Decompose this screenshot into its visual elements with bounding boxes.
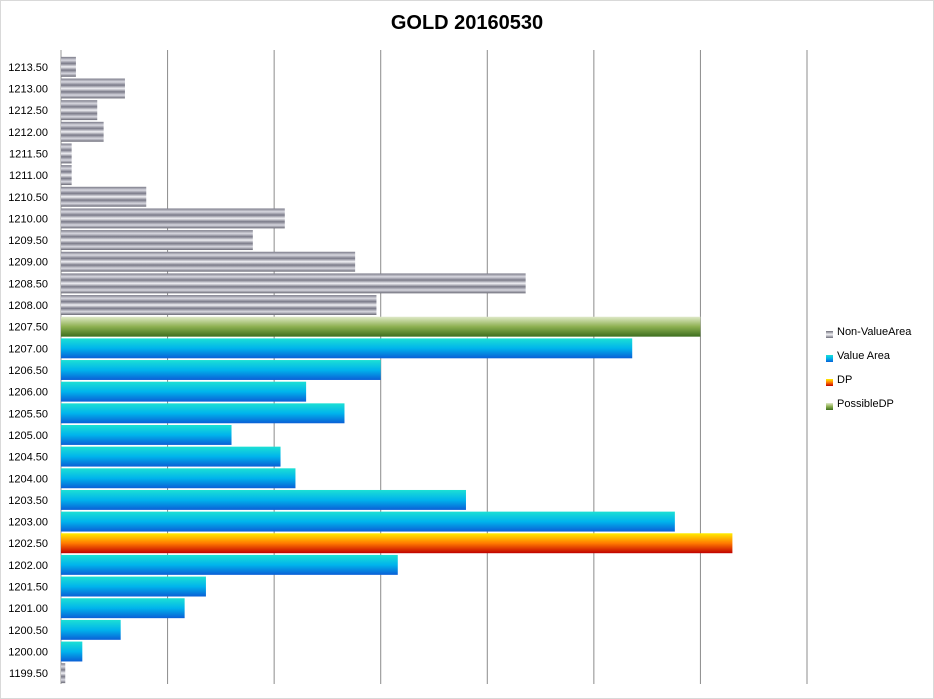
y-tick-label: 1199.50: [9, 668, 48, 680]
y-tick-label: 1205.00: [8, 430, 48, 442]
y-tick-label: 1213.00: [8, 83, 48, 95]
legend-label: PossibleDP: [837, 398, 894, 410]
bar-non-valuearea-1212-50: [61, 100, 98, 121]
y-tick-label: 1202.00: [8, 560, 48, 572]
y-tick-label: 1206.00: [8, 387, 48, 399]
y-tick-label: 1200.50: [8, 625, 48, 637]
y-tick-label: 1207.00: [8, 343, 48, 355]
y-tick-label: 1210.00: [8, 213, 48, 225]
bar-non-valuearea-1213-00: [61, 78, 125, 99]
bar-non-valuearea-1199-50: [61, 663, 66, 684]
bar-value-area-1203-00: [61, 511, 675, 532]
bar-dp-1202-50: [61, 533, 733, 554]
bar-value-area-1205-50: [61, 403, 345, 424]
bar-value-area-1203-50: [61, 489, 466, 510]
legend-swatch-non-value-area: [826, 331, 833, 338]
bar-value-area-1206-00: [61, 381, 307, 402]
y-tick-label: 1211.50: [9, 148, 48, 160]
y-tick-label: 1209.50: [8, 235, 48, 247]
legend-label: Value Area: [837, 350, 891, 362]
legend-label: DP: [837, 374, 853, 386]
y-tick-label: 1201.00: [8, 603, 48, 615]
y-tick-label: 1205.50: [8, 408, 48, 420]
y-tick-label: 1212.50: [8, 105, 48, 117]
bar-value-area-1207-00: [61, 338, 633, 359]
y-tick-label: 1204.50: [8, 452, 48, 464]
y-tick-label: 1209.00: [8, 257, 48, 269]
bar-value-area-1205-00: [61, 425, 232, 445]
bar-non-valuearea-1212-00: [61, 121, 104, 142]
bar-non-valuearea-1211-50: [61, 143, 72, 164]
legend-swatch-dp: [826, 379, 833, 386]
y-tick-label: 1213.50: [8, 62, 48, 74]
legend-item-possible-dp: PossibleDP: [826, 398, 931, 422]
bar-value-area-1204-00: [61, 468, 296, 489]
bar-non-valuearea-1208-00: [61, 295, 377, 315]
legend-swatch-value-area: [826, 355, 833, 362]
legend-item-dp: DP: [826, 374, 931, 398]
bar-non-valuearea-1209-00: [61, 251, 356, 272]
bar-non-valuearea-1208-50: [61, 273, 526, 294]
y-tick-label: 1203.00: [8, 517, 48, 529]
y-tick-label: 1203.50: [8, 495, 48, 507]
bar-value-area-1201-50: [61, 576, 206, 597]
legend-item-non-value-area: Non-ValueArea: [826, 326, 931, 350]
bar-value-area-1200-50: [61, 619, 121, 640]
chart-title: GOLD 20160530: [390, 12, 544, 34]
y-tick-label: 1202.50: [8, 538, 48, 550]
bar-non-valuearea-1213-50: [61, 56, 76, 77]
y-tick-label: 1204.00: [8, 473, 48, 485]
bar-value-area-1206-50: [61, 360, 381, 380]
y-tick-label: 1211.00: [9, 170, 48, 182]
y-tick-label: 1206.50: [8, 365, 48, 377]
bar-value-area-1204-50: [61, 446, 281, 467]
bars: [61, 56, 733, 684]
y-tick-label: 1200.00: [8, 647, 48, 659]
y-tick-label: 1207.50: [8, 322, 48, 334]
legend-label: Non-ValueArea: [837, 326, 912, 338]
bar-possibledp-1207-50: [61, 316, 701, 337]
legend: Non-ValueArea Value Area DP PossibleDP: [826, 326, 931, 422]
y-tick-label: 1201.50: [8, 582, 48, 594]
bar-non-valuearea-1209-50: [61, 230, 253, 251]
bar-non-valuearea-1210-50: [61, 186, 147, 207]
y-tick-label: 1212.00: [8, 127, 48, 139]
y-tick-label: 1208.50: [8, 278, 48, 290]
y-tick-label: 1208.00: [8, 300, 48, 312]
bar-non-valuearea-1211-00: [61, 165, 72, 186]
legend-swatch-possible-dp: [826, 403, 833, 410]
bar-value-area-1200-00: [61, 641, 83, 662]
legend-item-value-area: Value Area: [826, 350, 931, 374]
bar-value-area-1202-00: [61, 554, 398, 575]
y-axis-tick-labels: 1213.50 1213.00 1212.50 1212.00 1211.50 1211.…: [8, 62, 48, 680]
bar-non-valuearea-1210-00: [61, 208, 285, 229]
bar-value-area-1201-00: [61, 598, 185, 619]
y-tick-label: 1210.50: [8, 192, 48, 204]
